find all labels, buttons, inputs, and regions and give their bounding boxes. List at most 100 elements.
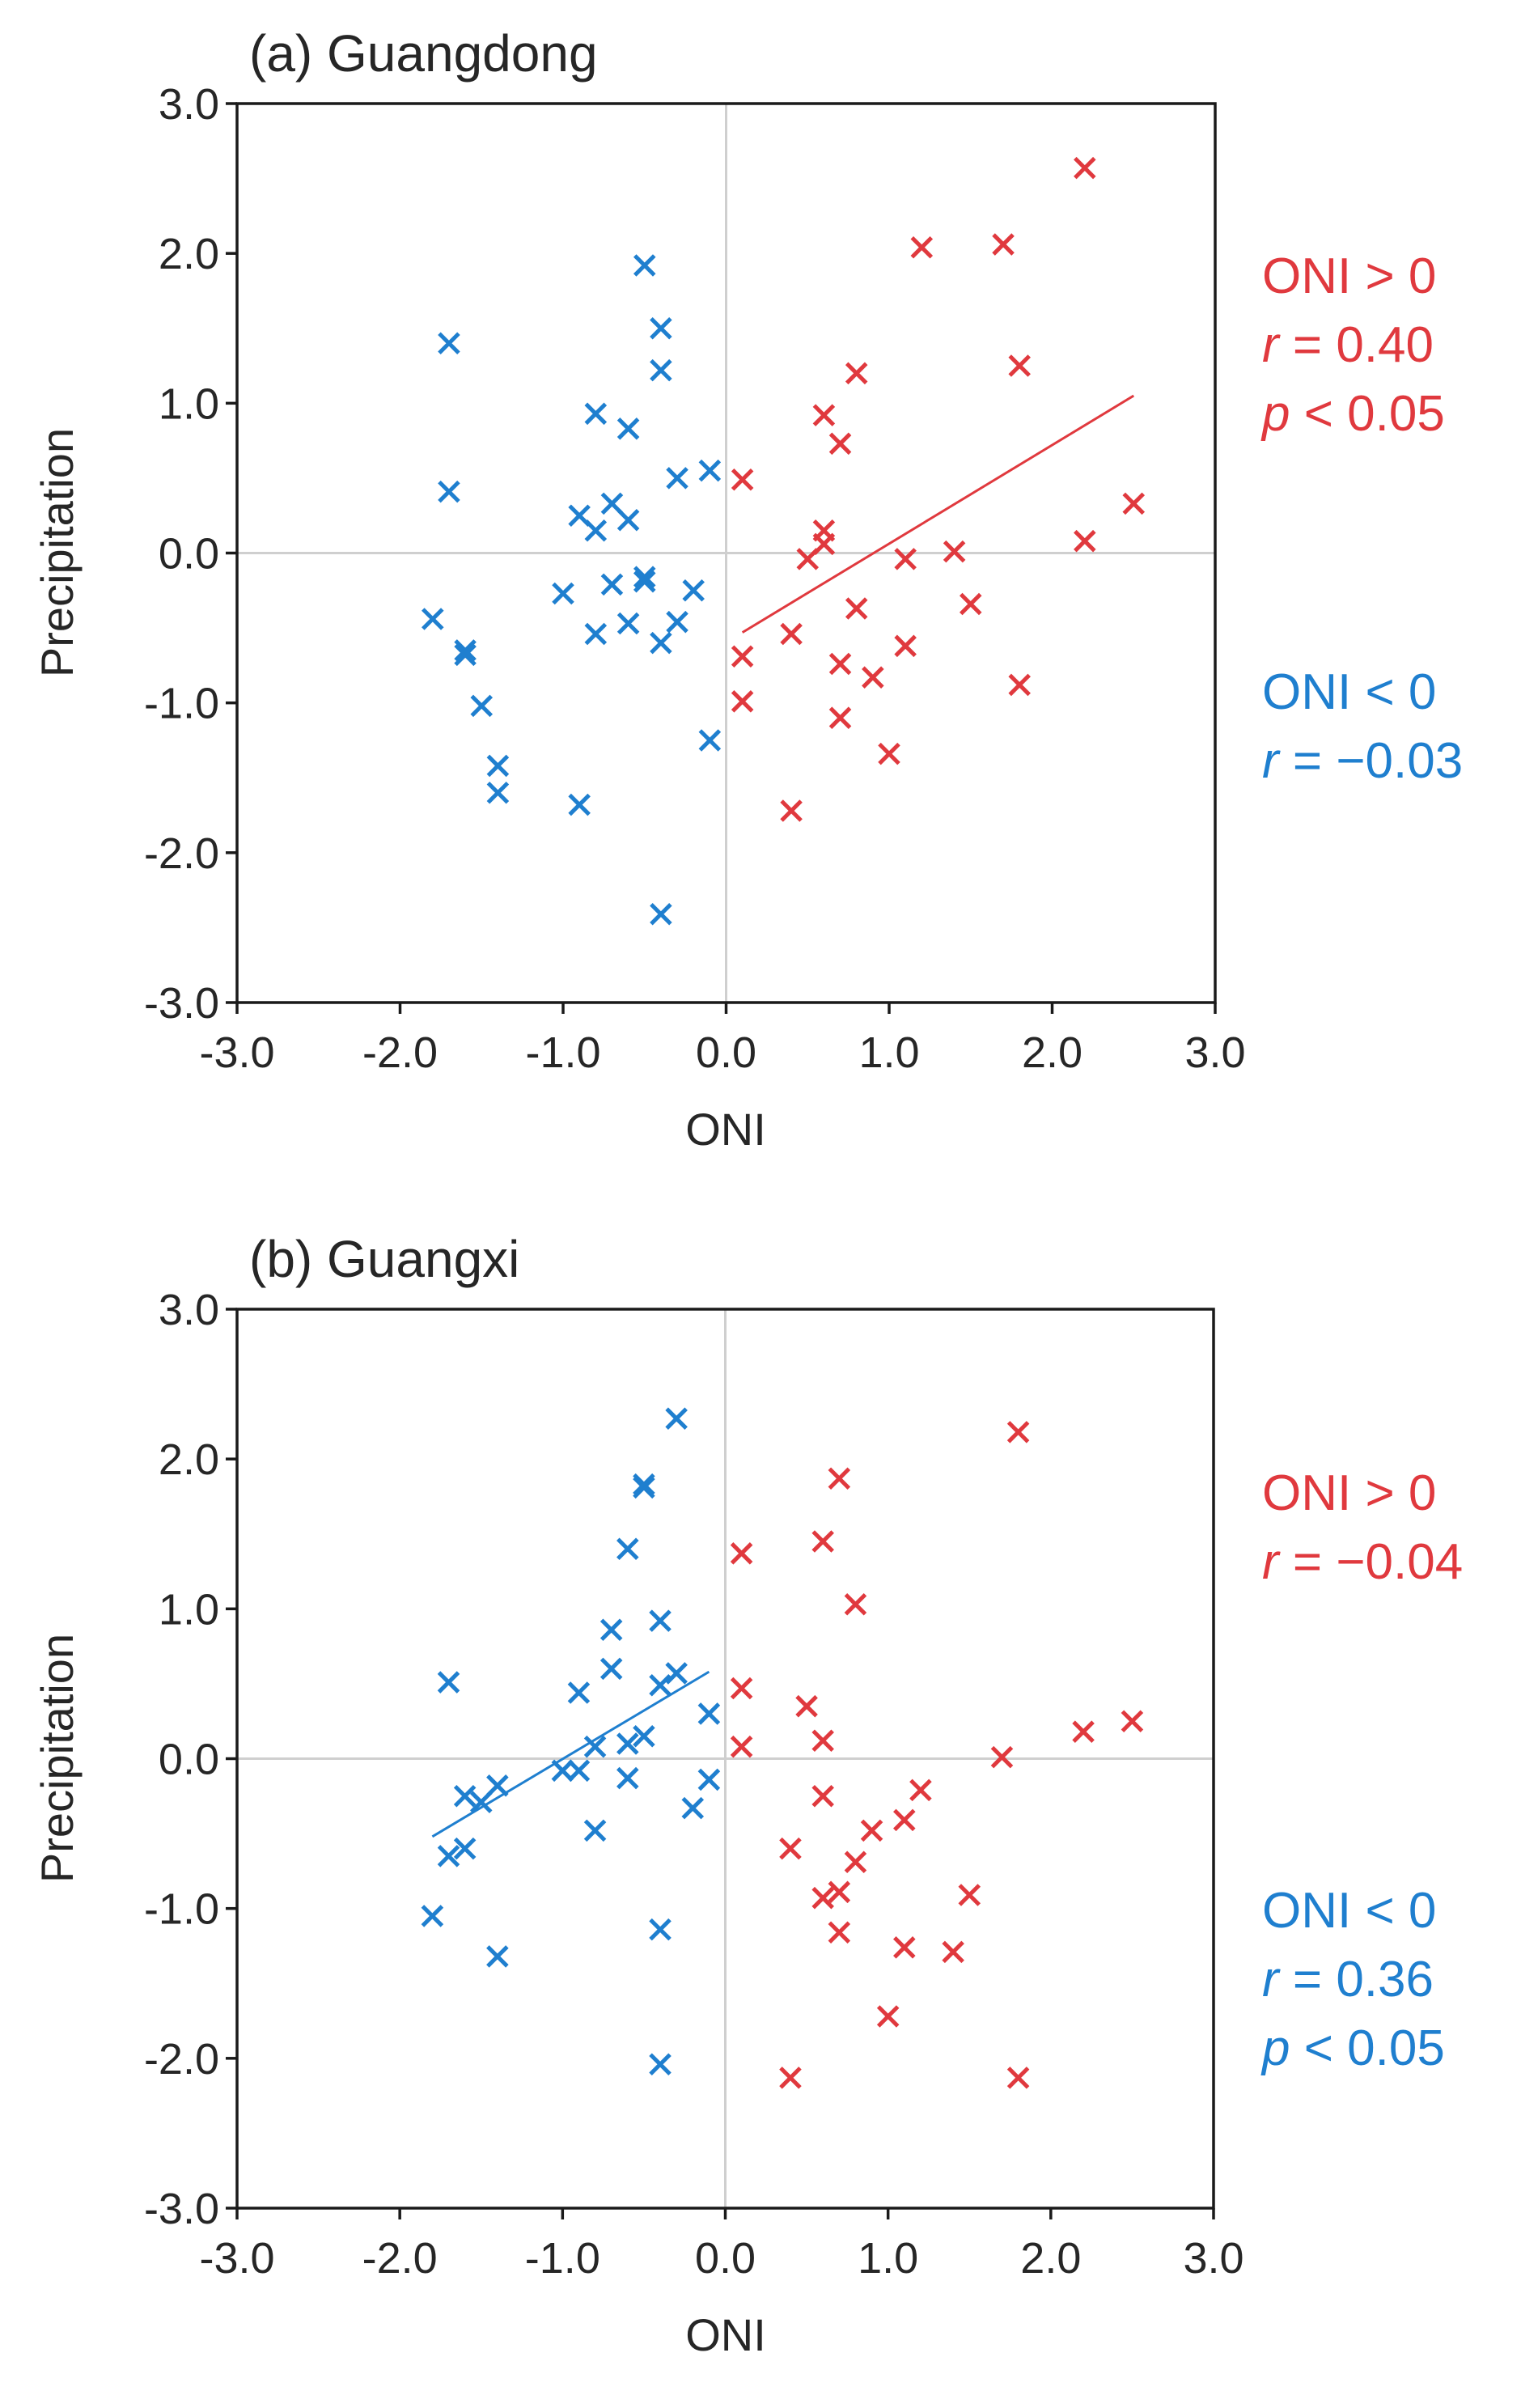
data-point-positive-b (828, 1880, 851, 1904)
data-point-negative-a (616, 418, 640, 440)
data-point-negative-a (698, 729, 722, 752)
data-point-negative-b (649, 1674, 672, 1697)
data-point-positive-a (910, 235, 934, 259)
x-tick-label-a: 2.0 (1022, 1028, 1082, 1077)
data-point-negative-a (633, 566, 656, 588)
data-point-negative-a (422, 608, 444, 630)
x-tick-label-b: -3.0 (199, 2234, 274, 2283)
data-point-negative-b (616, 1732, 639, 1755)
data-point-positive-b (990, 1745, 1014, 1769)
data-point-positive-b (958, 1884, 981, 1906)
data-point-negative-b (421, 1905, 444, 1927)
x-axis-title-a: ONI (685, 1104, 766, 1155)
data-point-negative-b (665, 1407, 688, 1430)
stats-r-negative-a: r = −0.03 (1262, 733, 1463, 789)
y-tick-label-a: 3.0 (159, 80, 219, 129)
x-tick-label-a: -1.0 (525, 1028, 600, 1077)
panel-guangxi: (b) Guangxi -3.0 -2.0 -1.0 0.0 1.0 2.0 3.0 -3.… (32, 1230, 1463, 2360)
data-point-negative-a (616, 612, 640, 635)
data-point-positive-b (730, 1735, 753, 1758)
data-point-negative-b (583, 1819, 607, 1842)
stats-positive-b: ONI > 0 r = −0.04 (1262, 1465, 1463, 1590)
data-point-positive-a (828, 432, 852, 456)
data-point-positive-b (942, 1940, 964, 1964)
data-point-negative-a (650, 358, 672, 382)
panel-title-b: (b) Guangxi (249, 1230, 519, 1288)
panel-title-a: (a) Guangdong (249, 24, 598, 83)
data-point-positive-b (779, 1837, 802, 1860)
data-point-negative-a (454, 639, 477, 662)
data-point-positive-b (811, 1530, 834, 1553)
y-tick-label-a: -3.0 (144, 979, 219, 1028)
data-point-negative-a (454, 643, 477, 667)
data-point-positive-a (780, 799, 803, 822)
data-point-positive-a (845, 362, 868, 385)
stats-label-negative-b: ONI < 0 (1262, 1883, 1436, 1939)
data-point-negative-b (697, 1768, 721, 1791)
data-point-positive-a (1122, 492, 1146, 515)
data-point-positive-b (844, 1851, 867, 1874)
data-point-negative-a (666, 467, 688, 490)
x-axis-title-b: ONI (685, 2309, 766, 2360)
data-point-positive-b (730, 1542, 753, 1565)
data-point-positive-b (828, 1467, 851, 1490)
stats-r-negative-b: r = 0.36 (1262, 1952, 1434, 2007)
data-point-positive-a (1008, 354, 1031, 377)
data-point-positive-b (844, 1593, 867, 1616)
data-point-positive-b (909, 1778, 932, 1802)
stats-p-negative-b: p < 0.05 (1260, 2020, 1445, 2076)
x-tick-label-b: -1.0 (525, 2234, 600, 2283)
data-point-positive-b (1072, 1720, 1095, 1743)
data-point-negative-a (584, 622, 608, 646)
data-point-negative-a (486, 754, 510, 778)
y-tick-label-a: 0.0 (159, 530, 219, 579)
data-point-positive-b (1121, 1710, 1144, 1732)
y-tick-label-a: 2.0 (159, 230, 219, 278)
data-point-negative-b (453, 1785, 477, 1808)
data-point-negative-a (600, 492, 624, 515)
data-point-negative-a (650, 631, 672, 655)
data-point-negative-b (600, 1657, 623, 1681)
stats-positive-a: ONI > 0 r = 0.40 p < 0.05 (1260, 248, 1445, 442)
stats-label-negative-a: ONI < 0 (1262, 664, 1436, 720)
data-point-negative-a (584, 402, 608, 426)
data-point-positive-a (1008, 673, 1031, 697)
data-point-negative-b (437, 1671, 460, 1694)
stats-p-positive-a: p < 0.05 (1260, 386, 1445, 442)
data-point-negative-b (649, 1918, 672, 1941)
data-point-negative-b (633, 1724, 655, 1748)
data-point-positive-a (812, 404, 836, 426)
data-point-negative-a (666, 610, 688, 634)
data-point-negative-b (616, 1537, 639, 1561)
y-tick-label-b: 0.0 (159, 1736, 219, 1784)
data-point-positive-a (894, 548, 917, 570)
y-tick-label-b: -2.0 (144, 2035, 219, 2084)
y-tick-label-b: 2.0 (159, 1435, 219, 1484)
data-point-negative-b (616, 1766, 639, 1790)
data-point-positive-a (878, 742, 900, 765)
y-tick-label-a: 1.0 (159, 379, 219, 428)
stats-label-positive-b: ONI > 0 (1262, 1465, 1436, 1521)
data-point-negative-b (486, 1945, 509, 1968)
data-point-positive-b (1006, 2067, 1030, 2089)
data-point-positive-a (780, 622, 803, 646)
data-point-positive-b (811, 1729, 834, 1753)
data-point-positive-a (1074, 156, 1096, 180)
data-point-negative-b (567, 1681, 591, 1704)
data-point-positive-a (731, 468, 754, 491)
data-point-positive-b (779, 2067, 802, 2089)
y-tick-label-b: -3.0 (144, 2185, 219, 2233)
data-point-positive-a (943, 540, 966, 563)
data-point-positive-b (811, 1886, 834, 1910)
panel-guangdong: (a) Guangdong -3.0 -2.0 -1.0 0.0 1.0 2.0 3.0 -… (32, 24, 1463, 1155)
data-point-negative-a (633, 570, 656, 593)
data-point-negative-a (438, 480, 460, 503)
data-point-positive-a (828, 652, 852, 676)
data-point-negative-b (649, 1609, 672, 1632)
data-point-positive-a (796, 548, 820, 570)
data-point-negative-b (633, 1476, 655, 1499)
data-point-positive-b (893, 1936, 916, 1959)
data-point-positive-a (731, 645, 754, 668)
data-point-negative-b (681, 1796, 705, 1820)
